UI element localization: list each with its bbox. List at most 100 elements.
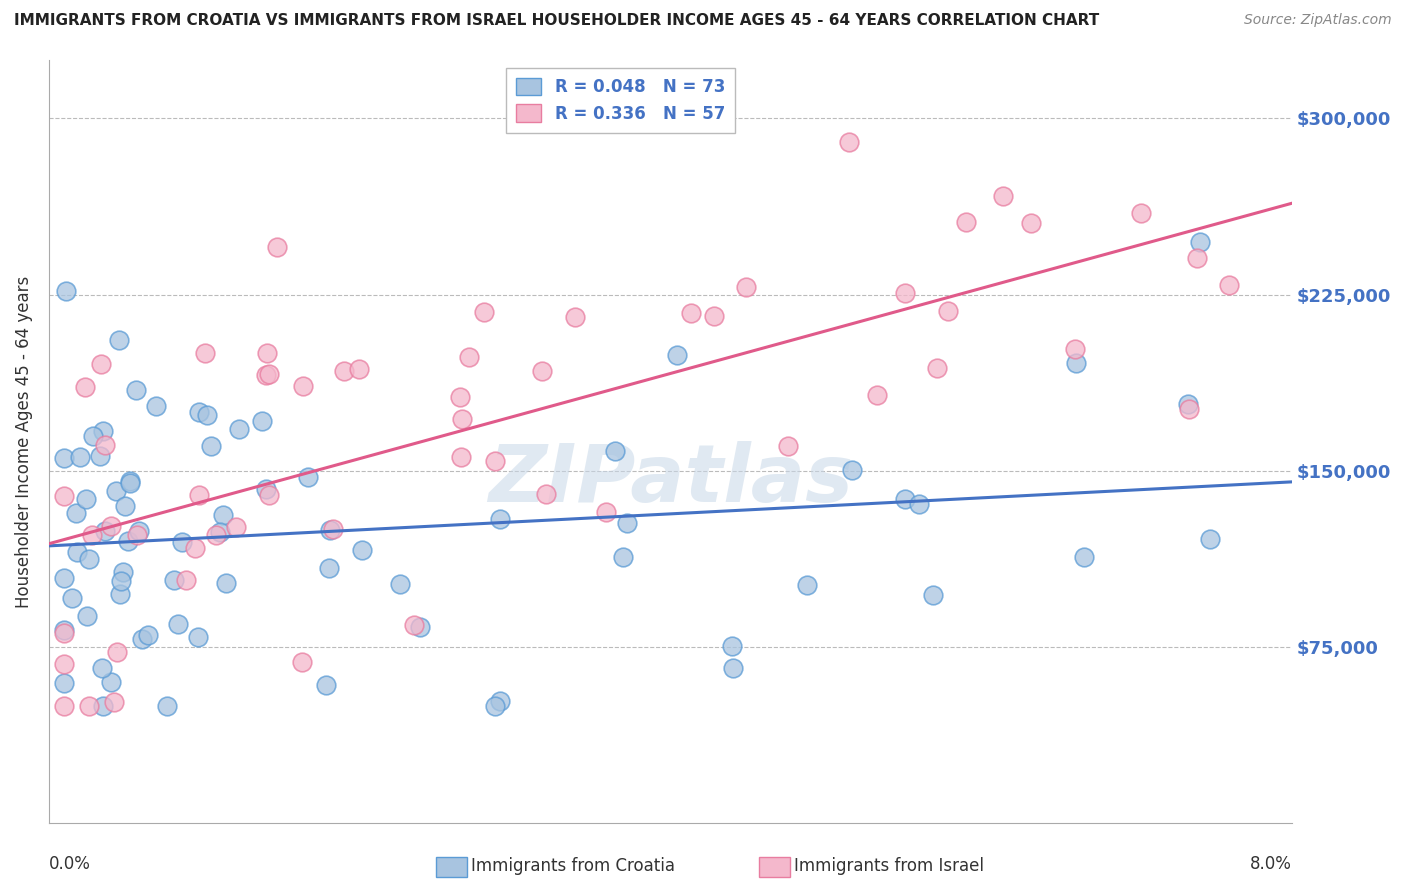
Point [564,310,586,324]
Point [451,412,474,426]
Point [1178,401,1201,416]
Point [204,527,226,541]
Point [127,528,149,542]
Point [94,437,117,451]
Point [73,380,96,394]
Point [841,463,863,477]
Point [82,429,104,443]
Point [723,661,745,675]
Point [77,551,100,566]
Point [1066,356,1088,370]
Point [865,388,887,402]
Point [531,364,554,378]
Point [52,626,75,640]
Text: IMMIGRANTS FROM CROATIA VS IMMIGRANTS FROM ISRAEL HOUSEHOLDER INCOME AGES 45 - 6: IMMIGRANTS FROM CROATIA VS IMMIGRANTS FR… [14,13,1099,29]
Point [52,676,75,690]
Text: ZIPatlas: ZIPatlas [488,441,853,519]
Text: 0.0%: 0.0% [49,855,91,872]
Point [612,549,634,564]
Point [450,450,472,465]
Point [1218,277,1240,292]
Point [703,310,725,324]
Point [170,535,193,549]
Point [720,639,742,653]
Point [209,525,232,540]
Point [297,470,319,484]
Point [82,528,104,542]
Point [52,657,75,671]
Point [89,449,111,463]
Point [94,524,117,538]
Point [108,333,131,347]
Point [76,608,98,623]
Point [250,414,273,428]
Point [616,516,638,530]
Point [111,565,134,579]
Point [100,674,122,689]
Point [52,450,75,465]
Point [90,358,112,372]
Point [105,645,128,659]
Point [194,346,217,360]
Point [1199,532,1222,546]
Point [66,545,89,559]
Point [257,488,280,502]
Point [163,573,186,587]
Point [484,698,506,713]
Point [489,512,512,526]
Text: Immigrants from Israel: Immigrants from Israel [794,857,984,875]
Point [138,628,160,642]
Point [188,405,211,419]
Point [215,575,238,590]
Point [292,379,315,393]
Point [838,135,860,149]
Point [778,439,800,453]
Point [352,542,374,557]
Point [120,476,142,491]
Point [458,350,481,364]
Point [91,425,114,439]
Point [449,390,471,404]
Point [936,303,959,318]
Point [188,488,211,502]
Point [225,520,247,534]
Point [922,588,945,602]
Point [228,422,250,436]
Point [195,408,218,422]
Point [93,698,115,713]
Point [603,443,626,458]
Point [156,698,179,713]
Point [1129,205,1152,219]
Point [484,454,506,468]
Point [1185,251,1208,265]
Point [319,523,342,537]
Point [105,483,128,498]
Point [118,474,141,488]
Point [349,362,371,376]
Point [174,573,197,587]
Point [52,698,75,713]
Point [908,497,931,511]
Point [91,661,114,675]
Point [254,482,277,496]
Point [60,591,83,606]
Point [318,560,340,574]
Point [1063,342,1085,356]
Point [472,304,495,318]
Point [1019,216,1042,230]
Text: 8.0%: 8.0% [1250,855,1292,872]
Point [665,348,688,362]
Point [77,698,100,713]
Text: Immigrants from Croatia: Immigrants from Croatia [471,857,675,875]
Point [131,632,153,647]
Point [187,630,209,644]
Point [315,678,337,692]
Point [256,345,278,359]
Point [404,618,426,632]
Y-axis label: Householder Income Ages 45 - 64 years: Householder Income Ages 45 - 64 years [15,276,32,607]
Point [955,214,977,228]
Point [991,188,1014,202]
Point [1177,397,1199,411]
Point [117,533,139,548]
Point [796,578,818,592]
